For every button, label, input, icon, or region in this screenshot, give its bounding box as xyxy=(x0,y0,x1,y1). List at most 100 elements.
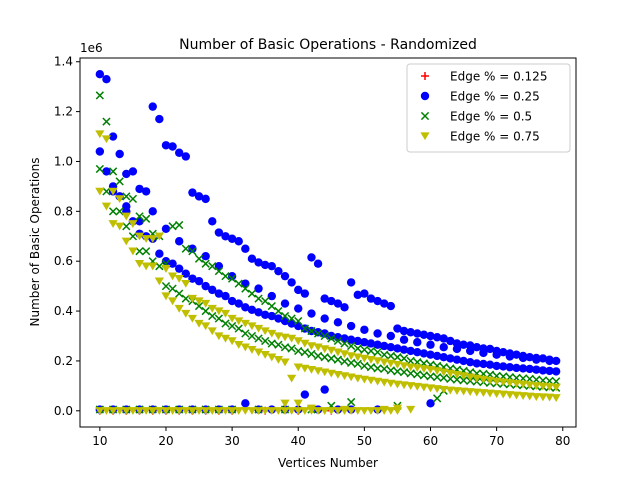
data-point xyxy=(413,338,422,347)
data-point xyxy=(380,341,389,351)
data-point xyxy=(327,331,336,341)
data-point xyxy=(413,348,422,357)
data-point xyxy=(386,407,396,415)
data-point xyxy=(307,326,316,336)
data-point xyxy=(386,359,396,368)
data-point xyxy=(181,407,191,415)
data-point xyxy=(432,333,442,342)
data-point xyxy=(406,382,416,391)
data-point xyxy=(181,152,191,161)
data-point xyxy=(446,336,455,346)
data-point xyxy=(121,407,131,415)
data-point xyxy=(353,344,362,353)
data-point xyxy=(194,276,204,286)
data-point xyxy=(326,369,336,378)
data-point xyxy=(458,387,469,396)
data-point xyxy=(135,184,144,194)
data-point xyxy=(339,405,350,414)
data-point xyxy=(518,392,528,400)
data-point xyxy=(320,353,329,362)
data-point xyxy=(366,356,376,364)
data-point xyxy=(333,299,343,308)
data-point xyxy=(359,407,369,415)
data-point xyxy=(366,407,376,415)
data-point xyxy=(479,348,488,358)
data-point xyxy=(154,277,164,286)
data-point xyxy=(485,344,495,354)
data-point xyxy=(234,317,244,326)
data-point xyxy=(101,407,112,415)
data-point xyxy=(333,370,343,379)
data-point xyxy=(452,375,462,384)
data-point xyxy=(373,348,382,357)
data-point xyxy=(280,407,290,415)
data-point xyxy=(247,254,257,263)
data-point xyxy=(227,321,237,331)
data-point xyxy=(439,385,449,394)
data-point xyxy=(148,407,158,415)
data-point xyxy=(221,291,230,301)
data-point xyxy=(445,369,455,378)
data-point xyxy=(241,244,250,253)
data-point xyxy=(392,360,403,369)
data-point xyxy=(340,303,349,312)
data-point xyxy=(121,237,131,246)
data-point xyxy=(399,354,409,363)
data-point xyxy=(148,102,157,111)
data-point xyxy=(188,274,197,283)
data-point xyxy=(293,407,303,415)
data-point xyxy=(187,294,198,303)
data-point xyxy=(260,351,270,359)
data-point xyxy=(452,370,462,379)
data-point xyxy=(287,314,296,323)
data-point xyxy=(280,343,290,352)
data-point xyxy=(115,207,124,216)
data-point xyxy=(254,284,263,293)
data-point xyxy=(253,348,264,357)
data-point xyxy=(531,382,541,391)
data-point xyxy=(241,329,250,338)
data-point xyxy=(187,407,198,415)
data-point xyxy=(459,340,468,349)
data-point xyxy=(366,363,376,372)
data-point xyxy=(175,220,184,230)
data-point xyxy=(346,321,356,331)
data-point xyxy=(194,254,204,263)
data-point xyxy=(425,365,436,374)
data-point xyxy=(426,350,435,359)
x-tick-label: 50 xyxy=(357,434,372,448)
data-point xyxy=(273,332,283,341)
data-point xyxy=(274,266,283,276)
data-point xyxy=(187,314,198,323)
data-point xyxy=(320,368,330,377)
data-point xyxy=(300,390,310,399)
legend-label: Edge % = 0.5 xyxy=(450,110,532,124)
data-point xyxy=(538,366,548,375)
data-point xyxy=(413,370,422,379)
data-point xyxy=(102,167,111,176)
data-point xyxy=(135,247,144,256)
data-point xyxy=(240,407,250,415)
data-point xyxy=(379,358,389,367)
y-tick-label: 0.6 xyxy=(54,254,73,268)
data-point xyxy=(201,281,210,291)
data-point xyxy=(386,331,396,341)
legend-label: Edge % = 0.125 xyxy=(450,70,547,84)
data-point xyxy=(95,70,105,79)
plot-area xyxy=(95,70,561,415)
data-point xyxy=(234,407,244,415)
data-point xyxy=(386,379,396,388)
data-point xyxy=(108,207,118,216)
x-axis-label: Vertices Number xyxy=(278,456,378,470)
data-point xyxy=(511,391,522,400)
data-point xyxy=(306,342,317,351)
data-point xyxy=(525,364,534,374)
data-point xyxy=(207,327,217,336)
data-point xyxy=(134,260,145,268)
y-tick-label: 0.0 xyxy=(54,404,73,418)
data-point xyxy=(333,336,343,346)
data-point xyxy=(260,260,270,270)
data-point xyxy=(544,393,555,402)
